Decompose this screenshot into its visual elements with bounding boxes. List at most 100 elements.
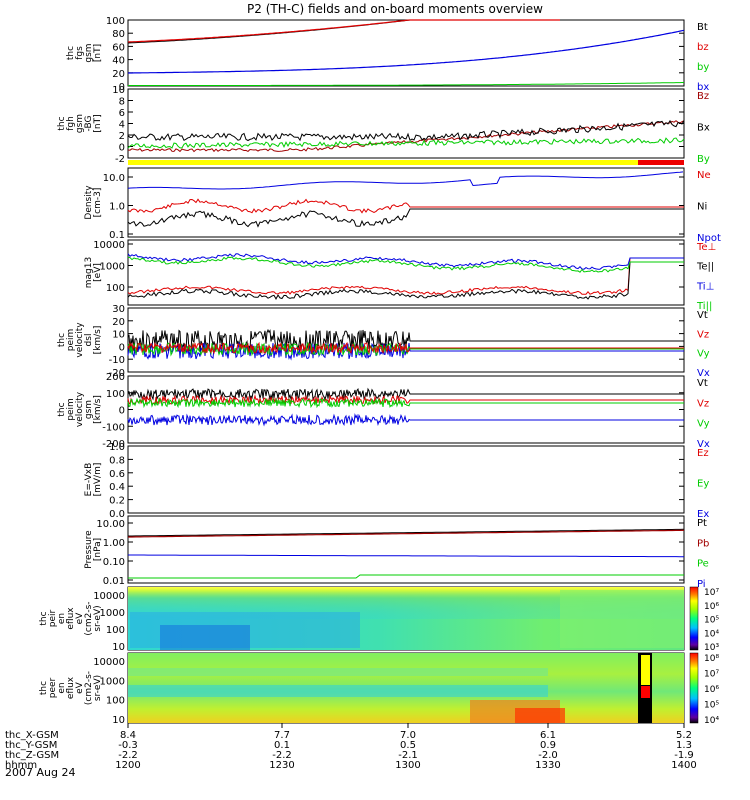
legend-entry: Bz [697, 91, 709, 102]
y-tick-label: 10.0 [103, 173, 125, 184]
y-tick-label: 2 [119, 131, 125, 142]
colorbar-tick-label: 10⁴ [704, 716, 719, 726]
y-tick-label: 100 [106, 696, 125, 707]
y-tick-label: -2 [115, 154, 125, 165]
legend-entry: Vz [697, 329, 709, 340]
y-tick-label: 10 [112, 330, 125, 341]
footer-value: -0.3 [118, 740, 138, 751]
colorbar-tick-label: 10⁴ [704, 629, 719, 639]
y-tick-label: -10 [109, 355, 125, 366]
y-tick-label: 1000 [100, 262, 125, 273]
y-tick-label: 1000 [100, 608, 125, 619]
footer-row-label: thc_Y-GSM [5, 740, 57, 751]
y-axis-label: fgh [66, 116, 76, 131]
legend-entry: Vt [697, 378, 708, 389]
trace-Bt [127, 19, 540, 44]
y-axis-label: (cm2-s- [84, 601, 94, 635]
trace-Pt [128, 528, 685, 537]
y-tick-label: 10 [112, 642, 125, 653]
y-axis-label: thc [39, 611, 49, 625]
footer-value: 0.9 [540, 740, 556, 751]
footer-value: -2.1 [398, 750, 418, 761]
legend-entry: Vt [697, 310, 708, 321]
y-axis-label: (cm2-s- [84, 671, 94, 705]
y-tick-label: 100 [106, 389, 125, 400]
trace-By [127, 137, 685, 149]
y-axis-label: eflux [66, 676, 76, 699]
y-tick-label: 1.0 [109, 442, 125, 453]
y-tick-label: 40 [112, 56, 125, 67]
legend-entry: bx [697, 82, 709, 93]
footer-row-label: hhmm [5, 760, 37, 771]
legend-entry: Ex [697, 509, 709, 520]
y-axis-label: thc [57, 333, 67, 347]
legend-entry: Ti⊥ [696, 281, 714, 292]
y-axis-label: Pressure [84, 530, 94, 569]
peir-colorbar [689, 586, 699, 651]
colorbar-tick-label: 10⁸ [704, 654, 719, 664]
y-tick-label: 80 [112, 29, 125, 40]
legend-entry: Te⊥ [696, 242, 716, 253]
trace-bx [128, 82, 684, 86]
trace-Pe [128, 574, 684, 579]
legend-entry: Pi [697, 579, 706, 590]
legend-entry: Ti|| [696, 301, 712, 312]
y-tick-label: 30 [112, 304, 125, 315]
trace-Te-par [127, 261, 684, 300]
footer-value: 6.1 [540, 730, 556, 741]
y-tick-label: 1.00 [103, 538, 125, 549]
colorbar-tick-label: 10⁵ [704, 701, 719, 711]
panel-frame-temp [127, 239, 685, 306]
trace-by [128, 29, 685, 74]
y-axis-label: Density [84, 185, 94, 220]
y-tick-label: -100 [102, 422, 125, 433]
colorbar-tick-label: 10⁶ [704, 602, 719, 612]
y-tick-label: 4 [119, 120, 125, 131]
legend-entry: Pt [697, 518, 707, 529]
y-axis-label: eV [75, 612, 85, 625]
legend-entry: Vy [697, 349, 710, 360]
y-axis-label: sr-eV) [93, 605, 103, 631]
status-bar-red [638, 160, 684, 165]
y-axis-label: [km/s] [93, 395, 103, 424]
y-axis-label: sr-eV) [93, 675, 103, 701]
y-axis-labels: thc fgs gsm [nT]thc fgh gsm -BG [nT]Density [cm-… [39, 43, 103, 705]
footer-row-label: thc_X-GSM [5, 730, 59, 741]
legend-entry: Npot [697, 233, 721, 244]
y-axis-label: gsm [75, 114, 85, 133]
panel-frame-vgsm [127, 375, 685, 444]
trace-Vx [127, 413, 684, 427]
y-tick-label: -200 [102, 439, 125, 450]
y-axis-label: en [57, 682, 67, 693]
y-axis-label: [km/s] [93, 326, 103, 355]
trace-Vz [127, 341, 684, 355]
y-tick-label: 0 [119, 143, 125, 154]
footer-value: -1.9 [674, 750, 694, 761]
figure-title: P2 (TH-C) fields and on-board moments ov… [247, 2, 543, 16]
footer-value: -2.2 [272, 750, 292, 761]
trace-Vt [127, 387, 684, 401]
y-tick-label: 0.6 [109, 469, 125, 480]
footer-table: thc_X-GSM 8.4 7.7 7.0 6.1 5.2 thc_Y-GSM -0.3 0.1… [5, 723, 697, 771]
y-axis-label: E=-VxB [84, 463, 94, 497]
status-bar-yellow [128, 160, 638, 165]
y-tick-label: 0.01 [103, 576, 125, 587]
y-tick-label: 20 [112, 69, 125, 80]
trace-Ne [127, 198, 684, 214]
y-axis-label: thc [57, 402, 67, 416]
legend-entry: Ne [697, 170, 711, 181]
y-axis-label: eV [75, 681, 85, 694]
legend-entry: Bx [697, 123, 710, 134]
y-tick-label: 0 [119, 82, 125, 93]
y-axis-label: [mV/m] [93, 463, 103, 497]
y-tick-label: 6 [119, 108, 125, 119]
y-tick-label: 20 [112, 317, 125, 328]
y-tick-label: 1.0 [109, 202, 125, 213]
y-tick-label: 1000 [100, 676, 125, 687]
legend-entry: By [697, 154, 710, 165]
legend-entry: bz [697, 42, 709, 53]
trace-Te-perp [127, 257, 684, 295]
colorbar-ticks: 10³ 10⁴ 10⁵ 10⁶ 10⁷ 10⁴ 10⁵ 10⁶ 10⁷ 10⁸ [704, 588, 719, 726]
panel-frame-fgs [127, 19, 685, 87]
y-axis-label: velocity [75, 391, 85, 427]
